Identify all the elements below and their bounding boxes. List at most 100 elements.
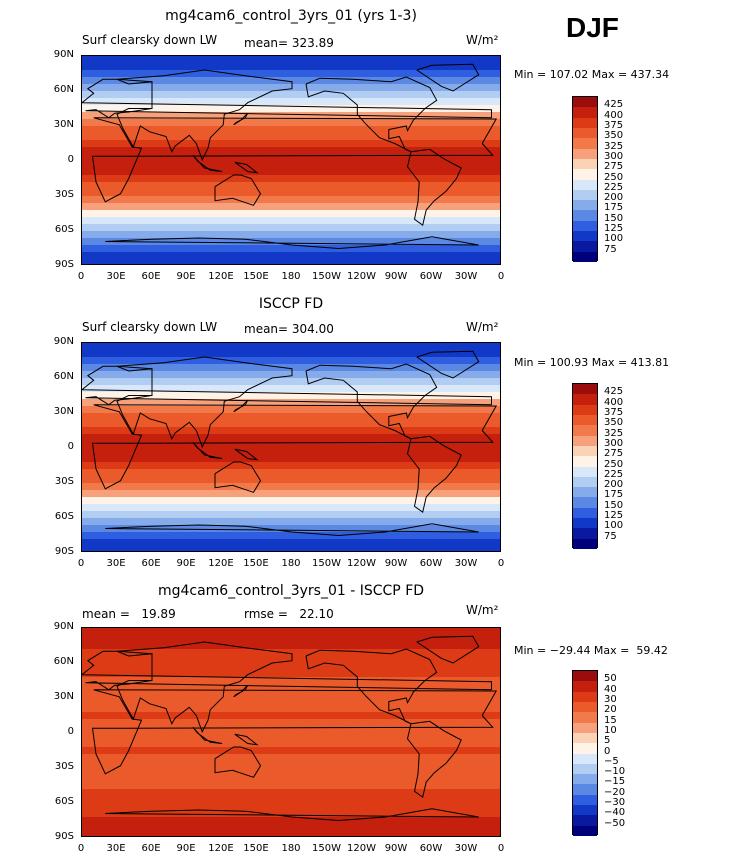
colorbar-segment: [573, 231, 597, 242]
colorbar-tick-label: 150: [604, 212, 624, 224]
lat-band: [82, 649, 500, 657]
colorbar-segment: [573, 138, 597, 149]
coastline: [116, 641, 293, 734]
coastline: [105, 236, 479, 250]
lon-tick-label: 120W: [347, 558, 376, 569]
lat-band: [82, 476, 500, 484]
lat-band: [82, 252, 500, 260]
lon-tick-label: 120E: [208, 843, 234, 854]
lon-tick-label: 90W: [384, 271, 408, 282]
coastline: [406, 435, 462, 514]
coastline: [305, 363, 438, 440]
lat-band: [82, 518, 500, 526]
colorbar-tick-label: 275: [604, 448, 624, 460]
colorbar-segment: [573, 404, 597, 415]
lat-band: [82, 810, 500, 818]
colorbar-tick-label: 175: [604, 202, 624, 214]
lat-tick-label: 30S: [54, 761, 74, 772]
lat-band: [82, 754, 500, 762]
lat-tick-label: 90S: [54, 831, 74, 842]
lat-band: [82, 133, 500, 141]
lat-band: [82, 469, 500, 477]
lat-band: [82, 511, 500, 519]
lat-band: [82, 817, 500, 825]
lat-tick-label: 60S: [54, 224, 74, 235]
coastline: [416, 635, 480, 664]
colorbar-segment: [573, 97, 597, 108]
lat-band: [82, 70, 500, 78]
map-field: [82, 343, 500, 551]
units-label: W/m²: [466, 603, 499, 617]
colorbar-segment: [573, 179, 597, 190]
colorbar-segment: [573, 158, 597, 170]
colorbar-tick-label: 15: [604, 714, 617, 726]
colorbar-segment: [573, 127, 597, 139]
lat-band: [82, 656, 500, 664]
lat-band: [82, 161, 500, 169]
colorbar-tick-label: 375: [604, 406, 624, 418]
lat-band: [82, 182, 500, 190]
colorbar-segment: [573, 805, 597, 816]
lat-band: [82, 483, 500, 491]
lat-band: [82, 364, 500, 372]
colorbar-segment: [573, 784, 597, 795]
coastline: [214, 461, 262, 493]
lon-tick-label: 120W: [347, 271, 376, 282]
lat-band: [82, 140, 500, 148]
lat-band: [82, 385, 500, 393]
lat-band: [82, 628, 500, 636]
lat-band: [82, 259, 500, 264]
colorbar-segment: [573, 538, 597, 549]
lat-band: [82, 105, 500, 113]
lat-band: [82, 768, 500, 776]
lat-tick-label: 90S: [54, 259, 74, 270]
map-plot: [81, 342, 501, 552]
lon-tick-label: 90E: [176, 843, 196, 854]
coastline: [91, 689, 498, 775]
lat-band: [82, 448, 500, 456]
colorbar-tick-label: 300: [604, 437, 624, 449]
colorbar-tick-label: −10: [604, 766, 626, 778]
units-label: W/m²: [466, 320, 499, 334]
colorbar-segment: [573, 487, 597, 498]
colorbar-tick-label: 425: [604, 99, 624, 111]
lon-tick-label: 180: [281, 558, 301, 569]
minmax-label: Min = 100.93 Max = 413.81: [514, 356, 670, 369]
colorbar-segment: [573, 241, 597, 252]
lon-tick-label: 120E: [208, 558, 234, 569]
lon-tick-label: 150E: [243, 271, 269, 282]
colorbar-tick-label: 50: [604, 673, 617, 685]
coastline: [234, 448, 259, 461]
lat-band: [82, 231, 500, 239]
lat-band: [82, 399, 500, 407]
lat-band: [82, 378, 500, 386]
colorbar-tick-label: 75: [604, 530, 617, 542]
coastline: [82, 650, 492, 691]
lat-band: [82, 371, 500, 379]
colorbar-tick-label: 250: [604, 458, 624, 470]
lat-band: [82, 532, 500, 540]
lat-band: [82, 684, 500, 692]
lat-band: [82, 796, 500, 804]
lat-band: [82, 210, 500, 218]
lat-band: [82, 203, 500, 211]
colorbar-tick-label: 0: [604, 745, 611, 757]
colorbar-segment: [573, 712, 597, 723]
colorbar-segment: [573, 148, 597, 159]
lat-band: [82, 740, 500, 748]
colorbar-tick-label: −20: [604, 786, 626, 798]
coastline: [82, 365, 492, 406]
lat-tick-label: 90N: [53, 49, 74, 60]
lon-tick-label: 150E: [243, 558, 269, 569]
lat-band: [82, 635, 500, 643]
colorbar: [572, 96, 598, 262]
colorbar-segment: [573, 435, 597, 446]
colorbar-tick-label: 150: [604, 499, 624, 511]
lat-band: [82, 56, 500, 64]
coastline: [233, 112, 249, 126]
lon-tick-label: 0: [77, 843, 85, 854]
colorbar-segment: [573, 394, 597, 405]
lat-band: [82, 238, 500, 246]
lat-band: [82, 350, 500, 358]
colorbar-segment: [573, 774, 597, 785]
